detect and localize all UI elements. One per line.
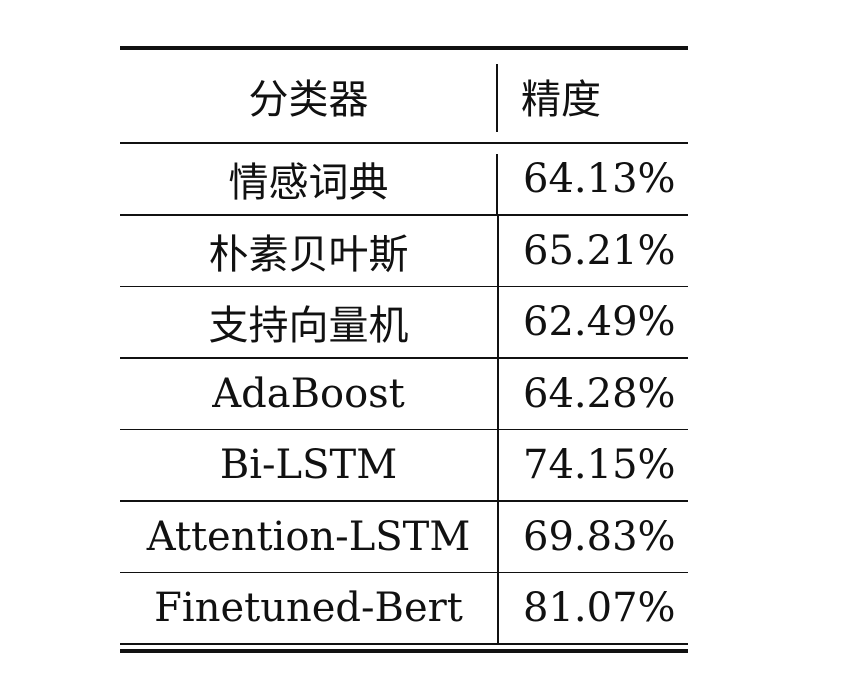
classifier-cell: 支持向量机 [120, 287, 499, 357]
classifier-cell: Bi-LSTM [120, 430, 499, 500]
classifier-name: Attention-LSTM [146, 513, 471, 560]
classifier-name: 朴素贝叶斯 [208, 231, 409, 278]
classifier-name: 支持向量机 [208, 303, 409, 349]
results-table: 分类器 精度 情感词典 64.13% 朴素贝叶斯 65.21% 支持向量机 62… [120, 46, 688, 653]
header-classifier: 分类器 [120, 50, 498, 142]
row-rule [120, 500, 688, 502]
bottom-rule-upper [120, 643, 688, 645]
header-rule [120, 142, 688, 144]
header-classifier-label: 分类器 [248, 77, 369, 123]
classifier-name: Bi-LSTM [219, 442, 398, 488]
column-divider [496, 154, 498, 214]
classifier-name: 情感词典 [228, 160, 389, 206]
table-row: Attention-LSTM 69.83% [120, 501, 688, 572]
row-rule [120, 285, 688, 287]
table-row: AdaBoost 64.28% [120, 358, 688, 429]
accuracy-value: 69.83% [523, 513, 676, 560]
accuracy-cell: 81.07% [499, 573, 688, 643]
accuracy-value: 65.21% [523, 227, 676, 274]
table-row: 朴素贝叶斯 65.21% [120, 215, 688, 286]
bottom-rule-lower [120, 649, 688, 653]
classifier-name: Finetuned-Bert [154, 585, 463, 631]
row-rule [120, 357, 688, 359]
accuracy-cell: 62.49% [499, 287, 688, 357]
row-rule [120, 214, 688, 216]
classifier-name: AdaBoost [212, 370, 405, 417]
table-row: 情感词典 64.13% [120, 144, 688, 214]
accuracy-cell: 64.13% [497, 144, 688, 214]
accuracy-value: 74.15% [523, 442, 676, 488]
table-row: 支持向量机 62.49% [120, 287, 688, 357]
classifier-cell: AdaBoost [120, 358, 499, 429]
classifier-cell: 朴素贝叶斯 [120, 215, 499, 286]
accuracy-cell: 65.21% [499, 216, 688, 286]
header-divider [496, 64, 498, 132]
header-row: 分类器 精度 [120, 50, 688, 142]
table-row: Finetuned-Bert 81.07% [120, 573, 688, 643]
accuracy-cell: 64.28% [499, 359, 688, 429]
accuracy-value: 64.13% [523, 156, 676, 202]
classifier-cell: Finetuned-Bert [120, 573, 499, 643]
row-rule [120, 428, 688, 430]
header-accuracy-label: 精度 [521, 77, 601, 123]
accuracy-value: 64.28% [523, 370, 676, 417]
accuracy-cell: 69.83% [499, 502, 688, 572]
accuracy-value: 81.07% [523, 585, 676, 631]
accuracy-cell: 74.15% [499, 430, 688, 500]
classifier-cell: Attention-LSTM [120, 501, 499, 572]
top-rule [120, 46, 688, 50]
row-rule [120, 571, 688, 573]
header-accuracy: 精度 [497, 50, 688, 142]
accuracy-value: 62.49% [523, 299, 676, 345]
classifier-cell: 情感词典 [120, 144, 498, 214]
table-row: Bi-LSTM 74.15% [120, 430, 688, 500]
